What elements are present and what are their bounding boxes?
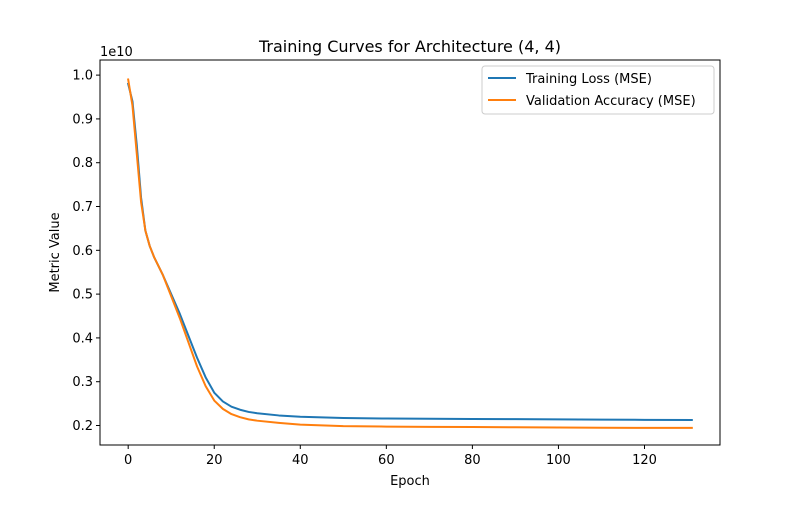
- y-tick-label: 0.4: [72, 331, 93, 346]
- legend-label-training-loss: Training Loss (MSE): [525, 72, 652, 87]
- x-tick-label: 100: [546, 453, 571, 468]
- plot-area-frame: [99, 59, 721, 446]
- x-axis-ticks: 0 20 40 60 80 100 120: [124, 445, 657, 468]
- y-tick-label: 0.5: [72, 288, 93, 303]
- y-offset-label: 1e10: [100, 45, 133, 60]
- y-tick-label: 1.0: [72, 69, 93, 84]
- legend-box: [481, 65, 715, 115]
- y-axis-label: Metric Value: [48, 212, 63, 292]
- y-tick-label: 0.9: [72, 112, 93, 127]
- y-axis-ticks: 0.2 0.3 0.4 0.5 0.6 0.7 0.8 0.9 1.0: [72, 69, 100, 434]
- legend: Training Loss (MSE) Validation Accuracy …: [481, 65, 715, 115]
- legend-label-validation-accuracy: Validation Accuracy (MSE): [526, 94, 696, 109]
- y-tick-label: 0.8: [72, 156, 93, 171]
- x-axis-label: Epoch: [390, 474, 430, 489]
- x-tick-label: 120: [632, 453, 657, 468]
- y-tick-label: 0.7: [72, 200, 93, 215]
- y-tick-label: 0.3: [72, 375, 93, 390]
- chart-title: Training Curves for Architecture (4, 4): [258, 37, 561, 56]
- x-tick-label: 20: [206, 453, 223, 468]
- x-tick-label: 80: [464, 453, 481, 468]
- x-tick-label: 0: [124, 453, 132, 468]
- x-tick-label: 60: [378, 453, 395, 468]
- plot-lines: [126, 78, 693, 429]
- series-line-validation-accuracy: [127, 78, 693, 429]
- x-tick-label: 40: [292, 453, 309, 468]
- y-tick-label: 0.6: [72, 244, 93, 259]
- y-tick-label: 0.2: [72, 419, 93, 434]
